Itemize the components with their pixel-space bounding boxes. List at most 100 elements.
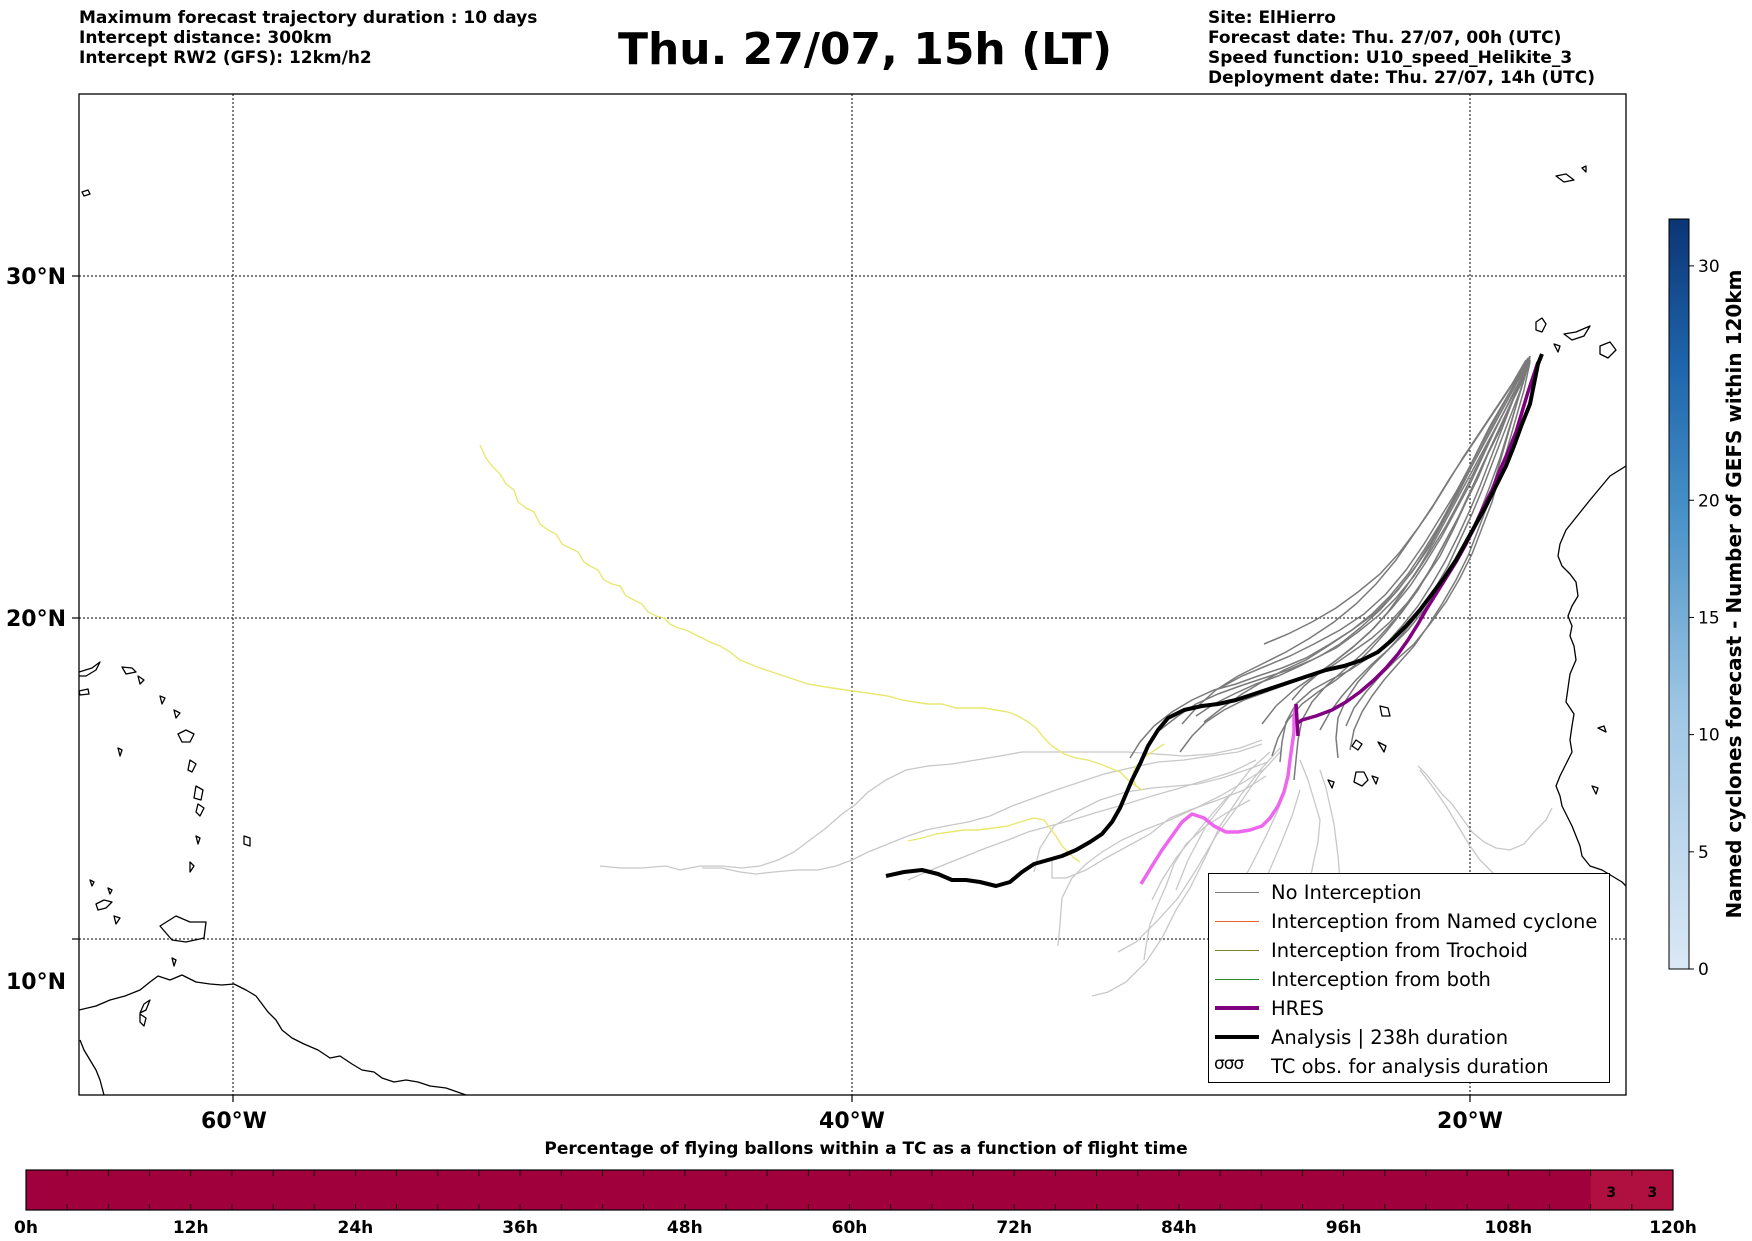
colorbar-tick-label: 0 [1698, 960, 1709, 980]
site-text: Site: ElHierro [1208, 8, 1336, 28]
bottom-bar-cell [849, 1170, 892, 1210]
lon-label: 40°W [819, 1109, 885, 1134]
cape-verde-3 [1377, 741, 1387, 753]
bottom-bar-cell [1590, 1170, 1633, 1210]
island-leeward-1 [79, 688, 90, 696]
legend-swatch-black [1215, 1035, 1259, 1039]
bottom-bar-value: 3 [1648, 1185, 1658, 1201]
bottom-bar-cell [396, 1170, 439, 1210]
legend-swatch-purple [1215, 1006, 1259, 1010]
venezuela-gulf [79, 1039, 105, 1095]
island-st-vincent [195, 835, 201, 845]
dark-track-16 [1345, 361, 1531, 727]
light-track-13 [1417, 765, 1553, 851]
colorbar-tick-label: 10 [1698, 726, 1720, 746]
bottom-bar-cell [973, 1170, 1015, 1210]
bottom-bar-ticks: 0h 12h 24h 36h 48h 60h 72h 84h 96h 108h 120h [14, 1218, 1697, 1238]
bottom-bar-cell [1055, 1170, 1098, 1210]
legend-item-hres: HRES [1209, 994, 1609, 1023]
dark-track-17 [1263, 357, 1529, 645]
legend-item-both: Interception from both [1209, 965, 1609, 994]
lat-labels: 30°N 20°N 10°N [6, 265, 66, 995]
island-martinique [193, 785, 204, 801]
bottom-bar-cell [1425, 1170, 1468, 1210]
lon-label: 60°W [201, 1109, 267, 1134]
bottom-bar-tick-label: 108h [1485, 1218, 1533, 1238]
cape-verde-2 [1351, 739, 1363, 751]
bottom-bar-tick-label: 36h [502, 1218, 538, 1238]
legend-item-no-interception: No Interception [1209, 878, 1609, 907]
bottom-bar-frame [25, 1169, 1674, 1211]
island-small-3 [81, 189, 91, 197]
header-left: Maximum forecast trajectory duration : 1… [79, 8, 537, 68]
legend-swatch-orange [1215, 921, 1259, 922]
island-1 [159, 695, 166, 705]
bottom-bar-cell [273, 1170, 315, 1210]
header-right: Site: ElHierro Forecast date: Thu. 27/07… [1208, 8, 1595, 88]
light-track-2 [1091, 747, 1281, 997]
bottom-bar-tick-label: 60h [832, 1218, 868, 1238]
africa-islands-1 [1597, 725, 1607, 733]
legend-item-trochoid: Interception from Trochoid [1209, 936, 1609, 965]
lat-label: 30°N [6, 265, 66, 290]
cape-verde-5 [1371, 775, 1379, 785]
map-ticks [72, 275, 1471, 1102]
bottom-bar-cell [355, 1170, 398, 1210]
bottom-bar-cell [684, 1170, 727, 1210]
canary-2 [1563, 325, 1591, 341]
colorbar-tick-label: 30 [1698, 257, 1720, 277]
dark-track-10 [1271, 359, 1531, 757]
bottom-bar-tick-label: 120h [1649, 1218, 1697, 1238]
bottom-bar-cell [1384, 1170, 1427, 1210]
bottom-bar-cell [149, 1170, 192, 1210]
max-duration-text: Maximum forecast trajectory duration : 1… [79, 8, 538, 28]
cape-verde-4 [1353, 771, 1369, 787]
bottom-bar-cell [931, 1170, 974, 1210]
canary-3 [1599, 341, 1617, 359]
madeira-2 [1581, 165, 1587, 173]
light-track-10 [1143, 799, 1251, 961]
bottom-bar-cell [643, 1170, 686, 1210]
legend-item-named-cyclone: Interception from Named cyclone [1209, 907, 1609, 936]
colorbar-tick-label: 5 [1698, 843, 1709, 863]
bottom-bar-cell [26, 1170, 68, 1210]
island-small-4 [139, 1013, 147, 1027]
dark-track-6 [1279, 357, 1531, 763]
greater-antilles-coast [79, 661, 101, 677]
tc-symbol-icon: σσσ [1214, 1054, 1244, 1074]
legend-item-tc-obs: σσσ TC obs. for analysis duration [1209, 1052, 1609, 1081]
forecast-date-text: Forecast date: Thu. 27/07, 00h (UTC) [1208, 28, 1562, 48]
bottom-bar-cell [520, 1170, 562, 1210]
bottom-bar-cell [478, 1170, 521, 1210]
analysis-track [885, 353, 1544, 888]
legend-swatch-olive [1215, 950, 1259, 951]
colorbar-tick-label: 15 [1698, 608, 1720, 628]
colorbar-ticks: 0 5 10 15 20 30 [1689, 257, 1720, 980]
dark-track-15 [1291, 359, 1531, 701]
bottom-bar-cell [1096, 1170, 1139, 1210]
bottom-bar-cell [561, 1170, 603, 1210]
bottom-bar-tick-label: 0h [14, 1218, 38, 1238]
bottom-bar-cell [190, 1170, 233, 1210]
legend-label: Interception from both [1271, 968, 1491, 991]
bottom-bar-cell [1508, 1170, 1550, 1210]
island-virgin [137, 675, 145, 685]
light-track-6 [599, 739, 1263, 871]
colorbar-tick-label: 20 [1698, 491, 1720, 511]
bottom-bar-tick-label: 96h [1326, 1218, 1362, 1238]
island-guadeloupe [177, 729, 195, 743]
hres-track-light [1139, 703, 1298, 885]
hres-track [1294, 361, 1540, 737]
lon-labels: 60°W 40°W 20°W [201, 1109, 1503, 1134]
legend-label: Interception from Trochoid [1271, 939, 1528, 962]
light-track-17 [1151, 793, 1231, 901]
bottom-bar-cell [808, 1170, 850, 1210]
light-track-9 [1057, 767, 1267, 947]
legend-label: Interception from Named cyclone [1271, 910, 1598, 933]
yellow-track-lower [907, 817, 1081, 863]
bottom-bar-cell [1549, 1170, 1592, 1210]
bottom-bar-value: 3 [1606, 1185, 1616, 1201]
island-barbados [243, 835, 251, 847]
bottom-bar-cell [1343, 1170, 1386, 1210]
